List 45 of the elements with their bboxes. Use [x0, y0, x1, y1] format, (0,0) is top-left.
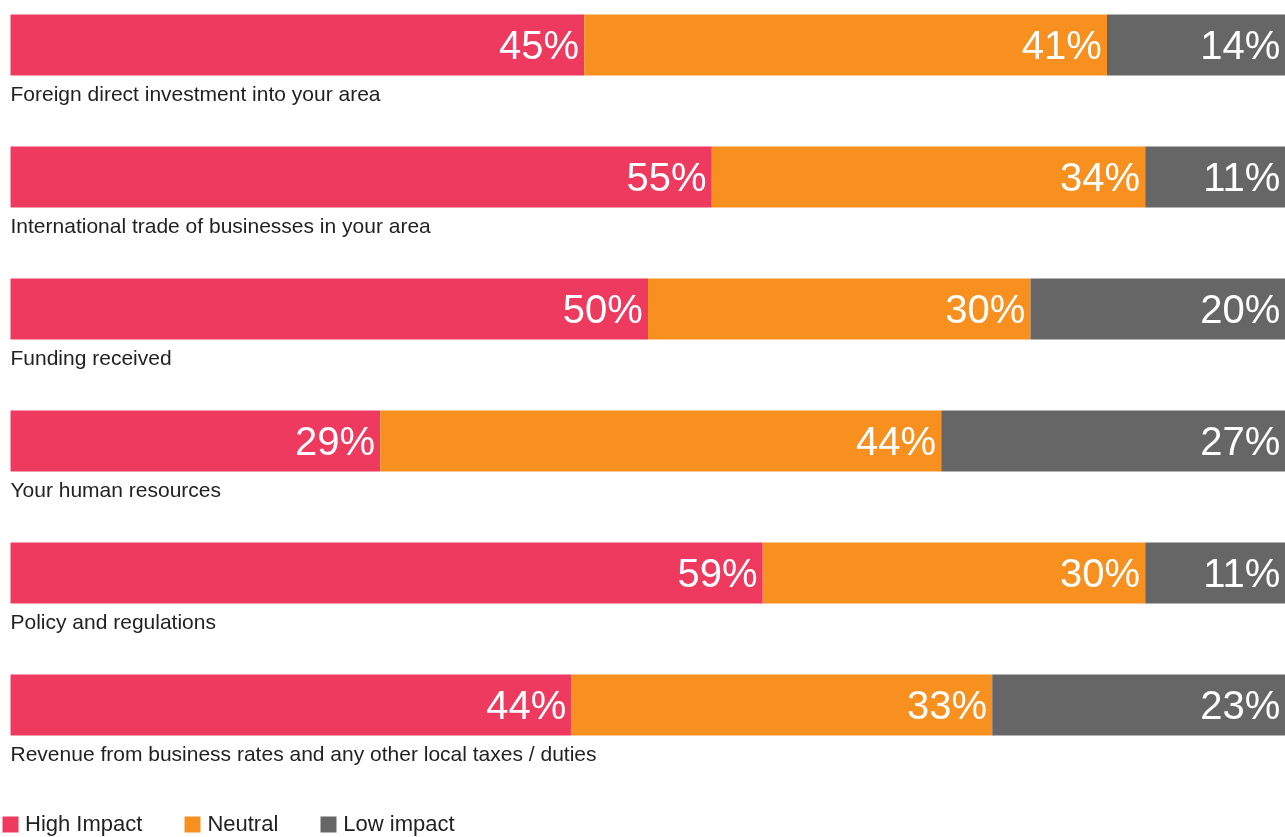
- y-tick-label: Your human resources: [10, 478, 222, 501]
- data-label: 30%: [945, 287, 1026, 331]
- bar: [1030, 278, 1285, 340]
- data-label: 59%: [677, 551, 758, 595]
- bar: [941, 410, 1285, 472]
- data-label: 41%: [1021, 23, 1102, 67]
- data-label: 11%: [1203, 551, 1281, 595]
- bar: [10, 278, 648, 340]
- bar: [711, 146, 1146, 208]
- bar: [10, 674, 572, 736]
- bar: [648, 278, 1031, 340]
- y-tick-label: Funding received: [10, 346, 172, 369]
- data-label: 23%: [1200, 683, 1281, 727]
- legend-label: Neutral: [207, 811, 279, 837]
- bar: [10, 14, 585, 76]
- data-label: 45%: [499, 23, 580, 67]
- y-tick-label: Foreign direct investment into your area: [10, 82, 381, 105]
- data-label: 44%: [486, 683, 567, 727]
- data-label: 27%: [1200, 419, 1281, 463]
- bar: [1145, 146, 1285, 208]
- bar: [10, 410, 381, 472]
- data-label: 29%: [295, 419, 376, 463]
- data-label: 11%: [1203, 155, 1281, 199]
- bar: [571, 674, 993, 736]
- bar: [762, 542, 1146, 604]
- bar: [10, 542, 763, 604]
- bar: [584, 14, 1107, 76]
- data-label: 33%: [907, 683, 988, 727]
- data-label: 55%: [626, 155, 707, 199]
- bar: [1145, 542, 1285, 604]
- bar: [380, 410, 942, 472]
- data-label: 44%: [856, 419, 937, 463]
- legend-label: Low impact: [343, 811, 455, 837]
- legend-label: High Impact: [25, 811, 143, 837]
- bar: [10, 146, 712, 208]
- y-tick-label: International trade of businesses in your area: [10, 214, 432, 237]
- y-tick-label: Policy and regulations: [10, 610, 216, 633]
- bar: [1107, 14, 1285, 76]
- data-label: 20%: [1200, 287, 1281, 331]
- y-tick-label: Revenue from business rates and any other local taxes / duties: [10, 742, 597, 765]
- data-label: 30%: [1060, 551, 1141, 595]
- data-label: 50%: [562, 287, 643, 331]
- data-label: 34%: [1060, 155, 1141, 199]
- data-label: 14%: [1200, 23, 1281, 67]
- bar: [992, 674, 1285, 736]
